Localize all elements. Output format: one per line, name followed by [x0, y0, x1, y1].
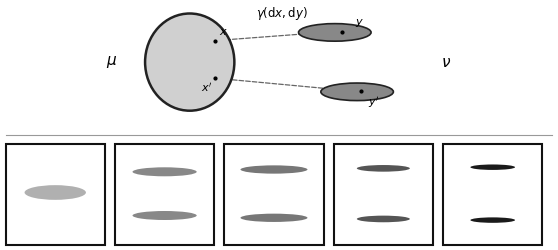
- Text: $\mu$: $\mu$: [106, 54, 117, 70]
- Ellipse shape: [240, 214, 307, 222]
- Ellipse shape: [132, 211, 196, 220]
- Bar: [443, 144, 542, 246]
- Bar: [115, 144, 214, 246]
- Text: $\gamma(\mathrm{d}x, \mathrm{d}y)$: $\gamma(\mathrm{d}x, \mathrm{d}y)$: [256, 5, 308, 22]
- Text: $y$: $y$: [355, 17, 364, 29]
- Ellipse shape: [470, 217, 515, 223]
- Ellipse shape: [357, 216, 410, 222]
- Bar: [334, 144, 433, 246]
- Ellipse shape: [145, 14, 234, 111]
- Text: $x'$: $x'$: [201, 81, 212, 94]
- Ellipse shape: [321, 83, 393, 100]
- Ellipse shape: [299, 24, 371, 41]
- Text: $\nu$: $\nu$: [441, 54, 451, 70]
- Ellipse shape: [132, 167, 196, 176]
- Text: $x$: $x$: [219, 28, 228, 38]
- Bar: [6, 144, 105, 246]
- Ellipse shape: [470, 164, 515, 170]
- Ellipse shape: [240, 165, 307, 174]
- Bar: [224, 144, 324, 246]
- Text: $y'$: $y'$: [368, 95, 379, 110]
- Ellipse shape: [357, 165, 410, 172]
- Ellipse shape: [25, 185, 86, 200]
